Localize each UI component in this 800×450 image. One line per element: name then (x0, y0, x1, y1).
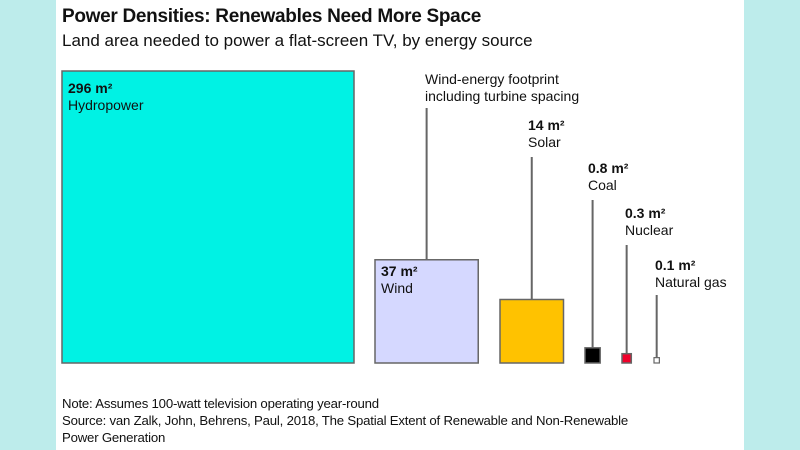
wind-annotation-line2: including turbine spacing (425, 88, 579, 104)
value-label-coal: 0.8 m² (588, 160, 629, 176)
category-label-solar: Solar (528, 134, 561, 150)
square-hydropower (61, 70, 355, 364)
square-coal (584, 347, 601, 364)
value-label-wind: 37 m² (381, 263, 418, 279)
value-label-hydropower: 296 m² (68, 80, 113, 96)
square-solar (499, 298, 565, 364)
square-wind (374, 259, 479, 364)
square-natural-gas (653, 357, 660, 364)
category-label-wind: Wind (381, 280, 413, 296)
category-label-nuclear: Nuclear (625, 222, 674, 238)
category-label-natural-gas: Natural gas (655, 274, 727, 290)
square-nuclear (621, 352, 633, 364)
value-label-solar: 14 m² (528, 117, 565, 133)
footnote: Note: Assumes 100-watt television operat… (62, 396, 379, 411)
source-line-2: Power Generation (62, 430, 166, 445)
value-label-nuclear: 0.3 m² (625, 205, 666, 221)
chart-subtitle: Land area needed to power a flat-screen … (62, 31, 533, 50)
category-label-coal: Coal (588, 177, 617, 193)
chart-title: Power Densities: Renewables Need More Sp… (62, 6, 481, 27)
value-label-natural-gas: 0.1 m² (655, 257, 696, 273)
wind-annotation-line1: Wind-energy footprint (425, 71, 559, 87)
category-label-hydropower: Hydropower (68, 97, 144, 113)
source-line-1: Source: van Zalk, John, Behrens, Paul, 2… (62, 413, 628, 428)
